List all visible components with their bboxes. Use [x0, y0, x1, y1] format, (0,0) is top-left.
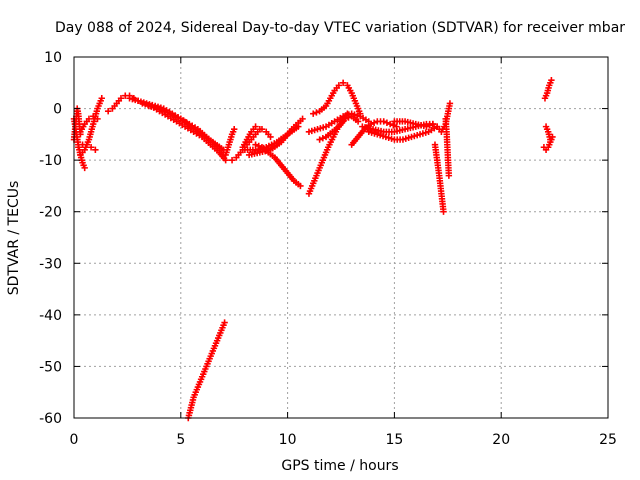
data-point [335, 82, 343, 89]
y-tick-label: -30 [39, 256, 62, 272]
data-point [104, 107, 112, 115]
data-point [297, 182, 304, 190]
data-point [354, 118, 362, 125]
series-arc-6 [104, 92, 142, 115]
series-arc-8 [139, 100, 229, 164]
data-point-interp [319, 135, 327, 142]
y-tick-label: -40 [39, 308, 62, 324]
x-tick-label: 25 [599, 432, 617, 448]
grid [74, 57, 608, 418]
series-arc-15 [241, 123, 302, 154]
series-arc-18 [310, 79, 364, 117]
chart-title: Day 088 of 2024, Sidereal Day-to-day VTE… [55, 20, 625, 36]
data-point [85, 115, 93, 123]
data-point [252, 123, 259, 130]
data-point [228, 156, 236, 164]
data-point [440, 208, 447, 215]
x-tick-label: 10 [279, 432, 297, 448]
data-point [386, 120, 394, 128]
series-arc-9 [145, 102, 227, 154]
data-point [87, 144, 95, 151]
data-point [81, 164, 88, 172]
data-point [445, 172, 453, 179]
data-point [339, 79, 347, 86]
series-arc-24 [391, 118, 437, 130]
data-point-interp [383, 119, 391, 126]
data-point [380, 118, 387, 125]
data-marks [70, 77, 556, 422]
x-tick-label: 15 [385, 432, 403, 448]
data-point-interp [370, 119, 378, 126]
x-tick-label: 0 [70, 432, 79, 448]
series-arc-16 [245, 115, 306, 159]
data-point [342, 115, 349, 123]
plot-frame [73, 56, 609, 419]
series-arc-10 [185, 319, 228, 422]
data-point [90, 113, 97, 120]
data-point [94, 115, 101, 123]
series-arc-4 [77, 113, 101, 135]
series-arc-20 [316, 113, 362, 143]
data-point [92, 146, 99, 154]
data-point [98, 95, 105, 102]
data-point [117, 95, 125, 102]
y-axis-ticks: 10 0 -10 -20 -30 -40 -50 -60 [39, 50, 608, 427]
series-arc-27 [442, 115, 453, 179]
data-point [548, 77, 555, 84]
x-axis-ticks: 0 5 10 15 20 25 [70, 57, 617, 448]
series-arc-14 [252, 141, 304, 190]
data-point [316, 136, 323, 143]
data-point [547, 136, 554, 143]
data-point-interp [345, 114, 352, 121]
x-tick-label: 20 [492, 432, 510, 448]
y-tick-label: -50 [39, 359, 62, 375]
y-axis-label: SDTVAR / TECUs [6, 181, 22, 296]
data-point [231, 126, 238, 133]
x-axis-label: GPS time / hours [281, 458, 398, 474]
data-point [310, 110, 317, 117]
y-tick-label: -20 [39, 205, 62, 221]
series-arc-25 [431, 141, 447, 215]
data-point [256, 126, 264, 133]
data-point [429, 120, 437, 128]
data-point [299, 115, 306, 123]
data-point [446, 100, 454, 107]
series-arc-30 [542, 123, 554, 143]
series-arc-5 [75, 141, 99, 154]
data-point [75, 144, 82, 151]
series-arc-22 [365, 123, 441, 143]
data-point [267, 133, 274, 141]
data-point-interp [426, 122, 433, 129]
y-tick-label: -60 [39, 411, 62, 427]
data-point [221, 319, 228, 326]
y-tick-label: 0 [53, 102, 62, 118]
data-point [83, 141, 91, 148]
y-tick-label: 10 [44, 50, 62, 66]
data-point-interp [390, 122, 397, 129]
series-arc-11 [222, 126, 238, 159]
data-point-interp [313, 109, 320, 116]
y-tick-label: -10 [39, 153, 62, 169]
series-arc-29 [541, 77, 555, 102]
x-tick-label: 5 [176, 432, 185, 448]
data-point [423, 123, 430, 130]
